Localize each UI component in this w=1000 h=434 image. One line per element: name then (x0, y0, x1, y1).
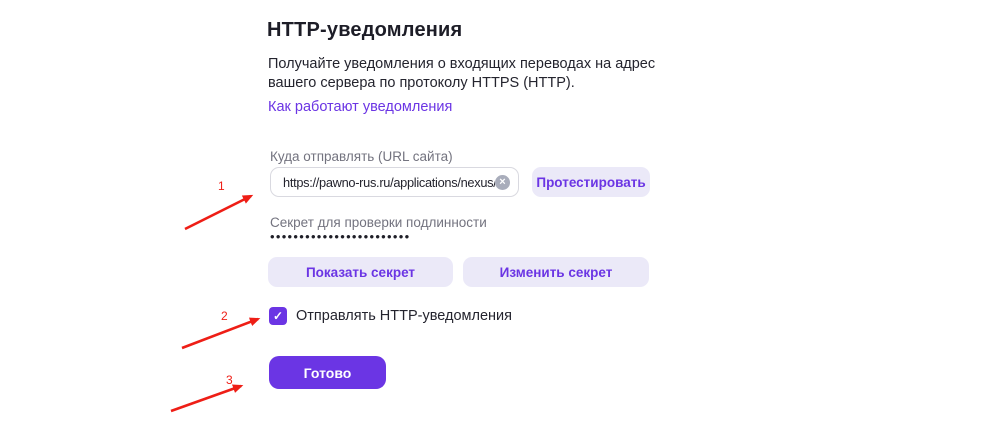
annotation-arrow-2 (181, 317, 261, 350)
show-secret-button[interactable]: Показать секрет (268, 257, 453, 287)
submit-button[interactable]: Готово (269, 356, 386, 389)
secret-buttons-row: Показать секрет Изменить секрет (268, 257, 649, 287)
x-icon: × (499, 175, 506, 188)
annotation-arrow-1 (184, 194, 254, 231)
http-notifications-checkbox[interactable]: ✓ (269, 307, 287, 325)
how-notifications-work-link[interactable]: Как работают уведомления (268, 99, 453, 115)
annotation-number-2: 2 (221, 309, 228, 323)
url-input[interactable]: https://pawno-rus.ru/applications/nexus/… (270, 167, 519, 197)
annotation-arrow-3 (170, 384, 244, 413)
secret-masked-value: •••••••••••••••••••••••• (270, 229, 411, 244)
change-secret-button[interactable]: Изменить секрет (463, 257, 649, 287)
secret-field-label: Секрет для проверки подлинности (270, 215, 487, 230)
url-field-label: Куда отправлять (URL сайта) (270, 149, 453, 164)
url-input-value: https://pawno-rus.ru/applications/nexus/… (283, 174, 495, 190)
clear-input-icon[interactable]: × (495, 174, 510, 190)
checkbox-label: Отправлять HTTP-уведомления (296, 308, 513, 324)
annotation-number-1: 1 (218, 179, 225, 193)
page-title: HTTP-уведомления (267, 19, 463, 41)
url-row: https://pawno-rus.ru/applications/nexus/… (270, 167, 650, 197)
annotation-number-3: 3 (226, 373, 233, 387)
test-button[interactable]: Протестировать (532, 167, 650, 197)
checkmark-icon: ✓ (272, 309, 284, 323)
http-notifications-checkbox-row[interactable]: ✓ Отправлять HTTP-уведомления (269, 307, 512, 325)
page-description: Получайте уведомления о входящих перевод… (268, 56, 656, 91)
